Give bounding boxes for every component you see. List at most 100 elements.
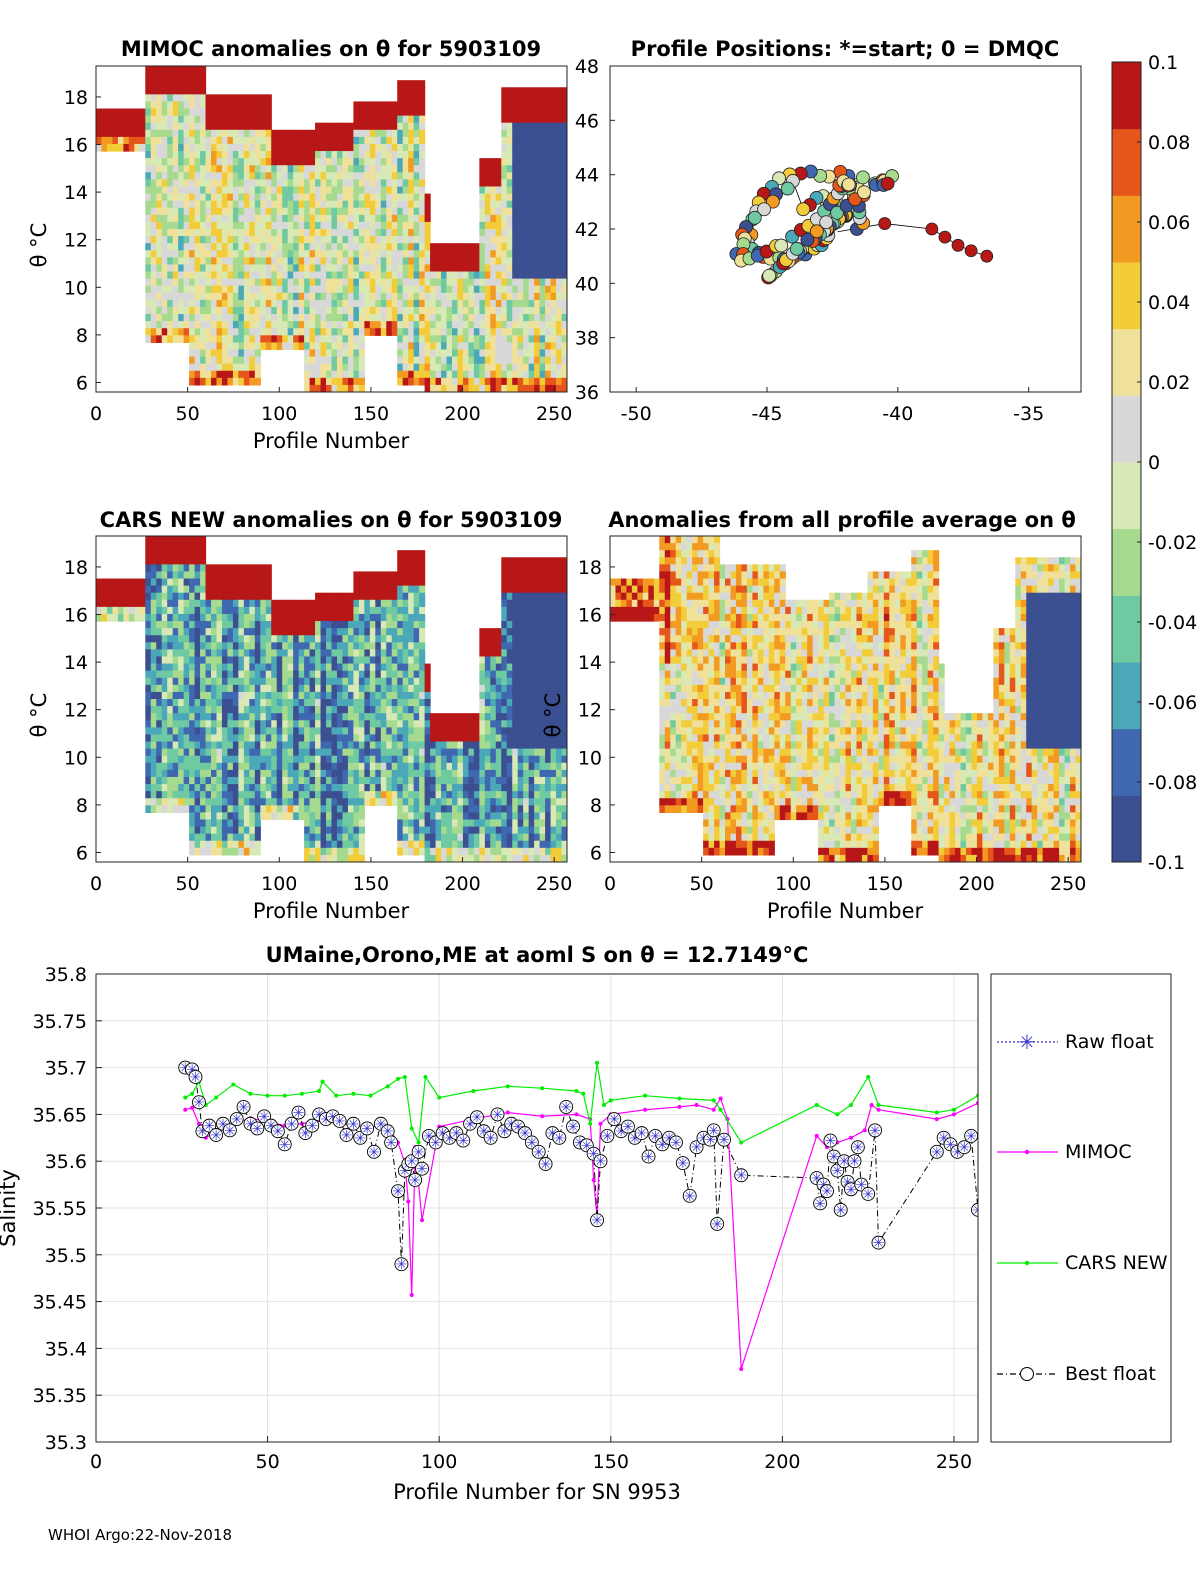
heatmap-cell [206, 101, 212, 109]
heatmap-cell [266, 236, 272, 244]
heatmap-cell [227, 137, 233, 145]
heatmap-cell [255, 314, 261, 322]
heatmap-cell [299, 763, 305, 771]
heatmap-cell [151, 116, 157, 124]
heatmap-cell [474, 349, 480, 357]
heatmap-cell [282, 201, 288, 209]
heatmap-cell [332, 215, 338, 223]
heatmap-cell [206, 749, 212, 757]
heatmap-cell [304, 727, 310, 735]
heatmap-cell [353, 222, 359, 230]
heatmap-cell [397, 600, 403, 608]
heatmap-cell [364, 607, 370, 615]
heatmap-cell [184, 307, 190, 315]
heatmap-cell [101, 614, 107, 622]
heatmap-cell [266, 571, 272, 579]
heatmap-cell [195, 236, 201, 244]
heatmap-cell [348, 130, 354, 138]
heatmap-cell [441, 257, 447, 265]
heatmap-cell [419, 80, 425, 88]
heatmap-cell [293, 172, 299, 180]
heatmap-cell [260, 328, 266, 336]
heatmap-cell [238, 123, 244, 131]
heatmap-cell [545, 307, 551, 315]
heatmap-cell [162, 116, 168, 124]
heatmap-cell [348, 215, 354, 223]
heatmap-cell [468, 307, 474, 315]
heatmap-cell [145, 749, 151, 757]
heatmap-cell [222, 229, 228, 237]
heatmap-cell [315, 713, 321, 721]
heatmap-cell [216, 777, 222, 785]
heatmap-cell [227, 848, 233, 856]
heatmap-cell [419, 378, 425, 386]
heatmap-cell [545, 293, 551, 301]
heatmap-cell [260, 798, 266, 806]
heatmap-cell [222, 328, 228, 336]
heatmap-cell [337, 798, 343, 806]
heatmap-cell [545, 87, 551, 95]
heatmap-cell [507, 144, 513, 152]
heatmap-cell [414, 229, 420, 237]
heatmap-cell [485, 342, 491, 350]
heatmap-cell [238, 749, 244, 757]
heatmap-cell [222, 201, 228, 209]
heatmap-cell [173, 257, 179, 265]
heatmap-cell [474, 314, 480, 322]
heatmap-cell [403, 357, 409, 365]
heatmap-cell [326, 607, 332, 615]
heatmap-cell [342, 727, 348, 735]
heatmap-cell [206, 692, 212, 700]
heatmap-cell [173, 777, 179, 785]
heatmap-cell [523, 194, 529, 202]
heatmap-cell [310, 614, 316, 622]
heatmap-cell [545, 300, 551, 308]
heatmap-cell [370, 257, 376, 265]
heatmap-cell [342, 642, 348, 650]
heatmap-cell [321, 749, 327, 757]
heatmap-cell [184, 685, 190, 693]
heatmap-cell [321, 137, 327, 145]
heatmap-cell [321, 229, 327, 237]
heatmap-cell [233, 600, 239, 608]
heatmap-cell [222, 656, 228, 664]
heatmap-cell [211, 130, 217, 138]
heatmap-cell [200, 692, 206, 700]
heatmap-cell [271, 158, 277, 166]
heatmap-cell [167, 656, 173, 664]
heatmap-cell [156, 87, 162, 95]
heatmap-cell [337, 385, 343, 393]
heatmap-cell [222, 186, 228, 194]
heatmap-cell [211, 671, 217, 679]
heatmap-cell [518, 179, 524, 187]
heatmap-cell [222, 692, 228, 700]
heatmap-cell [178, 236, 184, 244]
heatmap-cell [540, 307, 546, 315]
heatmap-cell [408, 357, 414, 365]
heatmap-cell [353, 685, 359, 693]
heatmap-cell [129, 116, 135, 124]
heatmap-cell [337, 784, 343, 792]
heatmap-cell [222, 349, 228, 357]
heatmap-cell [233, 172, 239, 180]
heatmap-cell [353, 834, 359, 842]
heatmap-cell [370, 777, 376, 785]
heatmap-cell [512, 264, 518, 272]
heatmap-cell [211, 841, 217, 849]
heatmap-cell [529, 123, 535, 131]
heatmap-cell [195, 671, 201, 679]
heatmap-cell [173, 756, 179, 764]
heatmap-cell [173, 293, 179, 301]
heatmap-cell [408, 586, 414, 594]
heatmap-cell [337, 671, 343, 679]
heatmap-cell [408, 201, 414, 209]
heatmap-cell [222, 564, 228, 572]
heatmap-cell [184, 692, 190, 700]
heatmap-cell [216, 300, 222, 308]
heatmap-cell [342, 798, 348, 806]
heatmap-cell [457, 314, 463, 322]
heatmap-cell [112, 109, 118, 117]
heatmap-cell [337, 742, 343, 750]
heatmap-cell [523, 151, 529, 159]
heatmap-cell [534, 357, 540, 365]
